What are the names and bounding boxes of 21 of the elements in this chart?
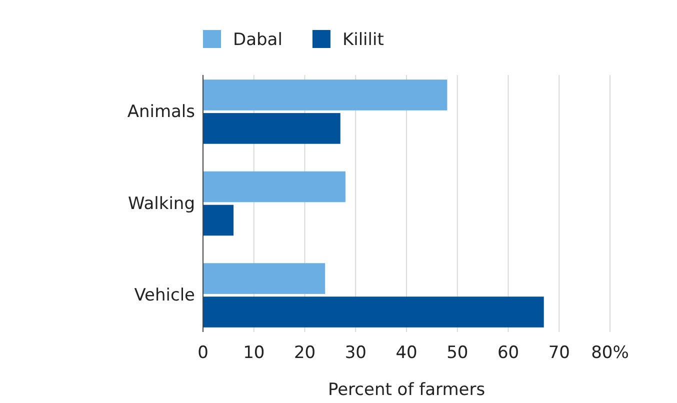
x-tick-label: 40 xyxy=(396,343,418,364)
bar xyxy=(203,296,544,328)
bar xyxy=(203,263,326,294)
x-tick-label: 20 xyxy=(294,343,316,364)
bar xyxy=(203,113,340,144)
x-tick-label: 10 xyxy=(243,343,265,364)
x-tick-label: 50 xyxy=(446,343,468,364)
x-tick-label: 30 xyxy=(344,343,366,364)
legend-label: Dabal xyxy=(233,30,282,50)
bar xyxy=(203,171,346,202)
bar xyxy=(203,80,448,110)
y-tick-label: Walking xyxy=(128,194,195,214)
x-tick-label: 0 xyxy=(198,343,208,364)
x-tick-label: 60 xyxy=(497,343,520,364)
legend-label: Kililit xyxy=(342,30,384,50)
x-tick-label: 80% xyxy=(591,343,629,364)
x-tick-label: 70 xyxy=(548,343,570,364)
x-axis-title: Percent of farmers xyxy=(328,380,486,400)
y-tick-label: Vehicle xyxy=(134,286,195,306)
y-tick-label: Animals xyxy=(127,102,196,122)
bar xyxy=(203,204,234,236)
